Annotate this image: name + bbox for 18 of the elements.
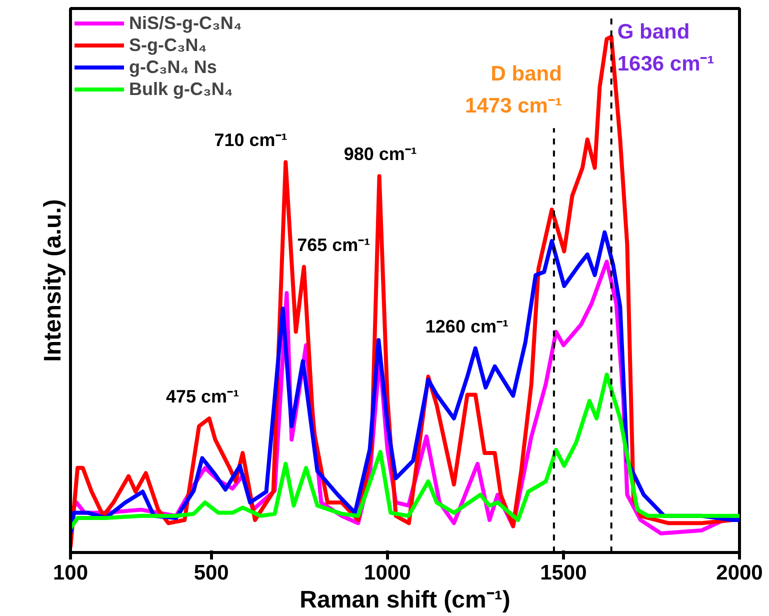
x-tick-label: 1000 <box>364 562 411 584</box>
ref-line-label: G band 1636 cm⁻¹ <box>617 20 714 76</box>
x-tick-label: 500 <box>194 562 229 584</box>
x-tick-label: 100 <box>52 562 88 584</box>
annotation: 765 cm⁻¹ <box>297 234 370 255</box>
x-tick-label: 1500 <box>540 562 587 584</box>
x-tick-label: 2000 <box>716 562 763 584</box>
y-axis-title: Intensity (a.u.) <box>40 199 66 362</box>
annotation: 1260 cm⁻¹ <box>425 316 508 336</box>
legend-label: g-C₃N₄ Ns <box>129 56 217 78</box>
annotation: 475 cm⁻¹ <box>166 386 240 406</box>
legend-label: S-g-C₃N₄ <box>129 34 207 56</box>
annotation: 710 cm⁻¹ <box>214 130 288 150</box>
legend-label: Bulk g-C₃N₄ <box>129 78 233 100</box>
annotation: 980 cm⁻¹ <box>344 144 417 164</box>
ref-line-label: D band 1473 cm⁻¹ <box>465 62 562 118</box>
legend-label: NiS/S-g-C₃N₄ <box>129 12 242 34</box>
x-axis-title: Raman shift (cm⁻¹) <box>300 586 510 614</box>
